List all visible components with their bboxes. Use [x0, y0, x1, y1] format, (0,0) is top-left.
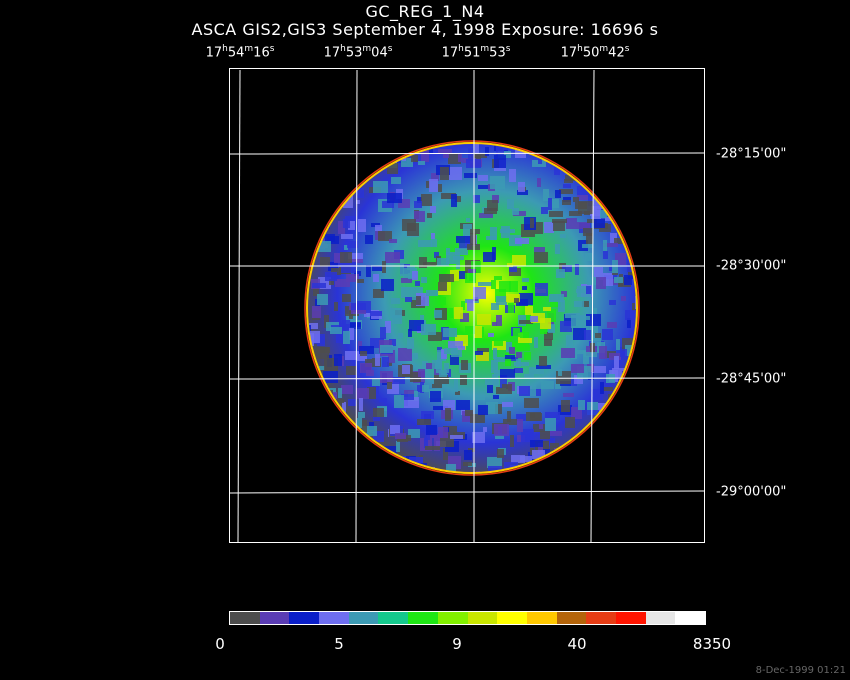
- image-subtitle: ASCA GIS2,GIS3 September 4, 1998 Exposur…: [191, 20, 659, 39]
- colorbar-swatch: [319, 612, 349, 624]
- colorbar-label: 9: [452, 635, 462, 653]
- colorbar-swatch: [645, 612, 676, 624]
- colorbar-label: 40: [567, 635, 587, 653]
- colorbar-swatch: [556, 612, 587, 624]
- detector-edge: [306, 142, 638, 474]
- image-frame: [229, 68, 705, 543]
- detector-edge-outer: [304, 140, 640, 476]
- ra-label: 17h53m04s: [323, 44, 393, 61]
- colorbar-swatch: [526, 612, 557, 624]
- image-title: GC_REG_1_N4: [365, 2, 485, 21]
- colorbar-swatch: [289, 612, 320, 624]
- colorbar-label: 0: [215, 635, 225, 653]
- timestamp: 8-Dec-1999 01:21: [755, 665, 846, 676]
- colorbar-swatch: [615, 612, 646, 624]
- colorbar-swatch: [408, 612, 438, 624]
- coordinate-grid: [229, 69, 705, 543]
- colorbar-swatch: [586, 612, 616, 624]
- colorbar-swatch: [437, 612, 468, 624]
- dec-label: -28°15'00": [716, 146, 787, 162]
- colorbar-swatch: [467, 612, 498, 624]
- colorbar-swatch: [230, 612, 260, 624]
- colorbar-swatch: [348, 612, 379, 624]
- colorbar-swatch: [497, 612, 527, 624]
- ra-label: 17h54m16s: [205, 44, 275, 61]
- dec-label: -29°00'00": [716, 484, 787, 500]
- colorbar-swatch: [378, 612, 409, 624]
- colorbar-swatch: [259, 612, 290, 624]
- dec-label: -28°30'00": [716, 258, 787, 274]
- ra-label: 17h51m53s: [441, 44, 511, 61]
- ra-label: 17h50m42s: [560, 44, 630, 61]
- colorbar-swatch: [675, 612, 705, 624]
- dec-label: -28°45'00": [716, 371, 787, 387]
- colorbar-label: 8350: [692, 635, 732, 653]
- colorbar: [229, 611, 706, 625]
- colorbar-label: 5: [334, 635, 344, 653]
